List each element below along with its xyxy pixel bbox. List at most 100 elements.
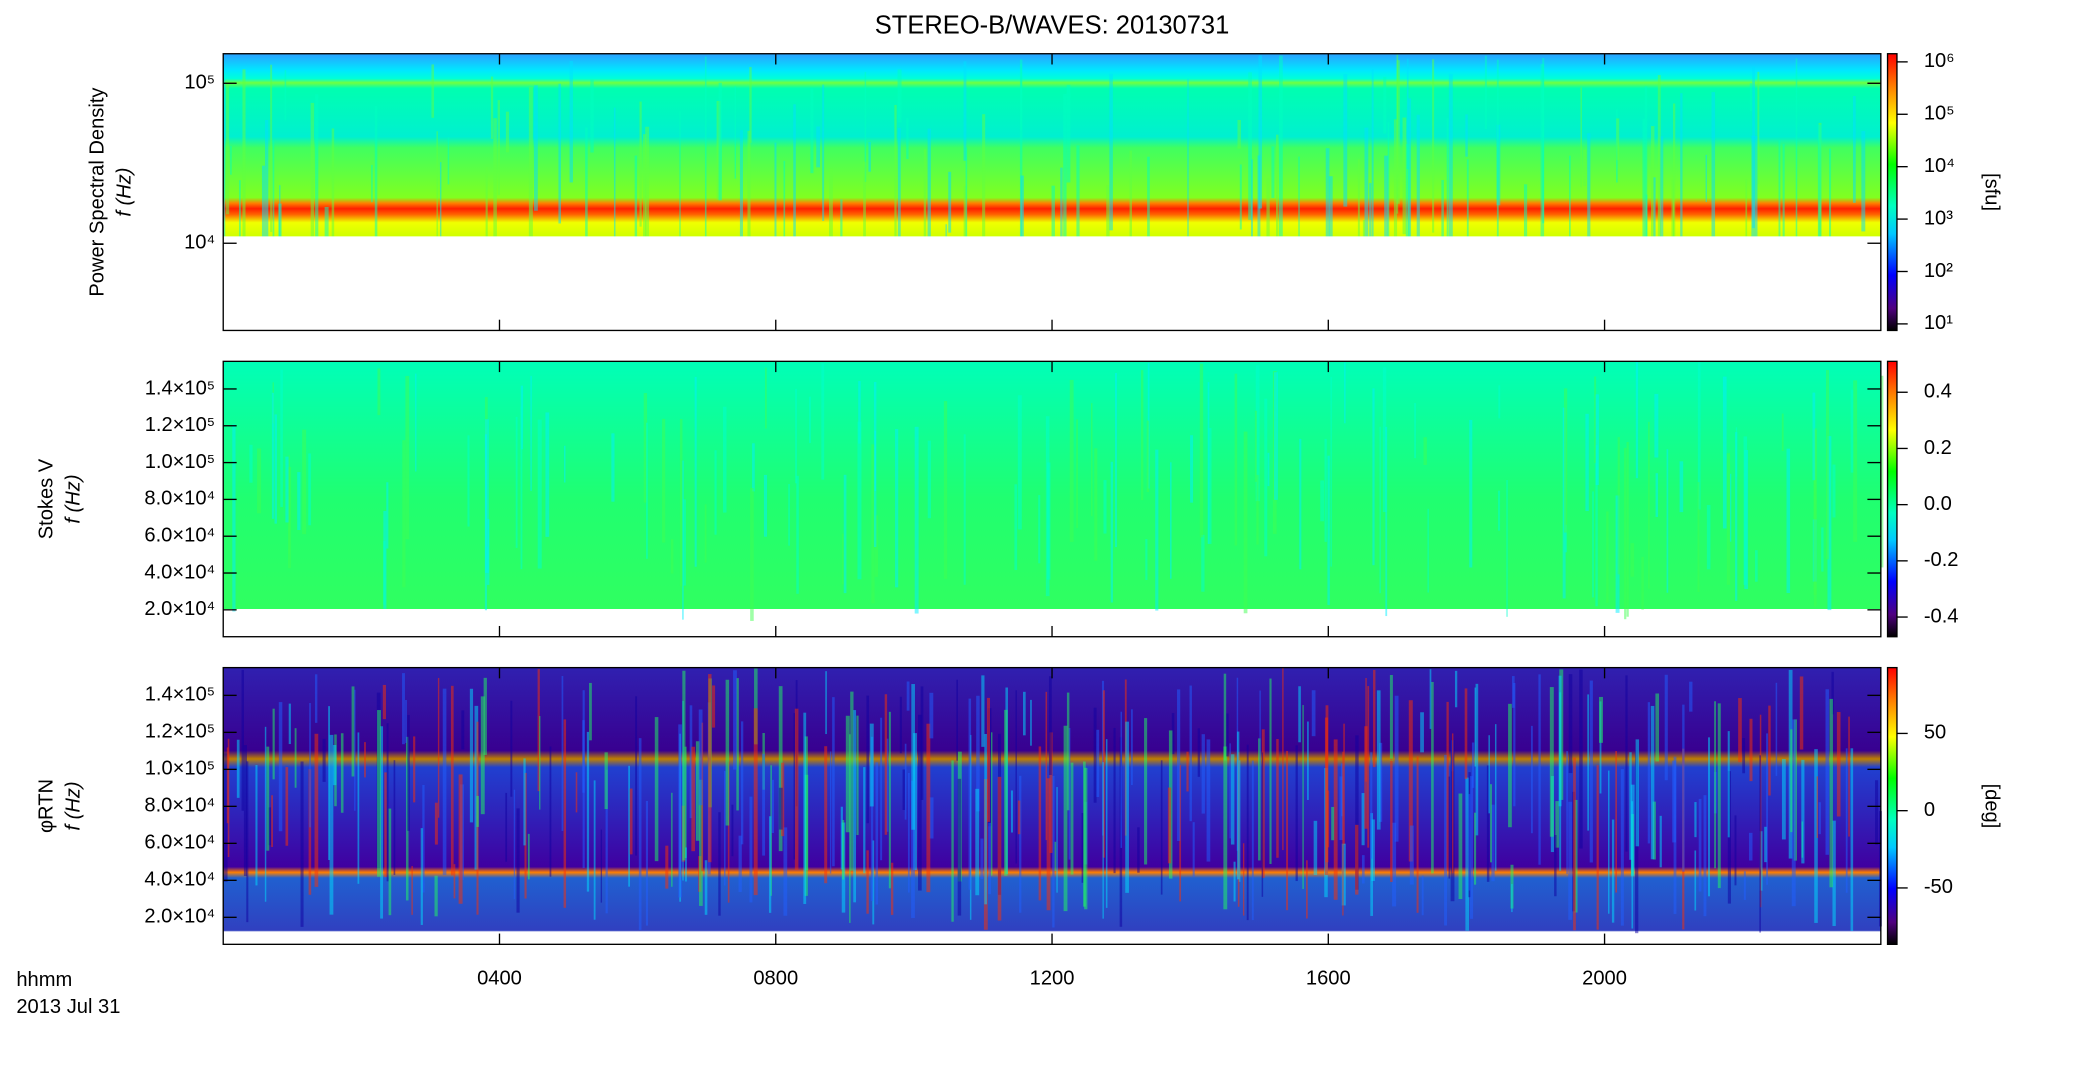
texture [1448,73,1453,257]
texture [1708,737,1711,897]
texture [485,166,488,265]
texture [1641,556,1644,610]
texture [1689,681,1693,712]
texture [1295,745,1298,882]
texture [698,709,703,806]
texture [718,812,721,916]
colorbar-tick-label: 10⁶ [1924,50,1955,72]
texture [708,674,712,863]
texture [1376,690,1381,830]
texture [643,393,648,503]
texture [1458,793,1463,900]
texture [980,838,984,880]
texture [285,767,289,846]
texture [1697,482,1700,593]
texture [645,126,650,257]
texture [843,474,847,594]
texture [1579,669,1583,849]
texture [480,696,485,815]
texture [725,679,730,826]
texture [340,733,344,813]
texture [1659,815,1662,868]
texture [1589,680,1593,863]
texture [1465,777,1470,931]
texture [357,732,360,884]
texture [437,677,440,818]
texture [829,168,833,254]
texture [679,111,681,251]
texture [1045,691,1048,841]
texture [351,686,355,777]
texture [1230,754,1235,845]
texture [371,164,373,203]
texture [1615,495,1620,613]
spectrogram-images [223,53,1884,945]
texture [1451,733,1454,874]
texture [1146,420,1150,493]
texture [738,835,742,892]
texture [712,685,716,728]
texture [255,764,258,886]
texture [1496,59,1499,246]
y-axis-label: f (Hz) [62,474,84,523]
texture [483,677,487,755]
texture [1242,843,1245,916]
texture [1735,427,1738,477]
texture [1596,765,1599,930]
texture [1344,362,1346,424]
texture [695,741,700,841]
texture [1020,64,1022,130]
texture [1432,59,1435,233]
texture [272,139,275,246]
x-axis-label: 2013 Jul 31 [16,996,120,1018]
texture [1611,819,1615,923]
texture [1574,799,1578,913]
texture [469,688,474,823]
texture [278,702,283,832]
texture [1768,705,1771,796]
texture [718,82,722,201]
texture [1131,709,1133,786]
texture [1490,784,1492,863]
texture [1558,675,1562,807]
texture [1233,861,1236,902]
texture [752,443,755,492]
texture [1848,716,1850,837]
texture [1408,700,1413,862]
texture [600,829,603,903]
texture [1471,742,1475,788]
texture [963,61,967,161]
texture [1743,436,1748,585]
texture [1255,365,1260,502]
x-tick-label: 1200 [1030,968,1075,990]
texture [853,710,857,903]
texture [1330,377,1332,567]
texture [1832,464,1836,518]
texture [747,130,751,259]
texture [1113,727,1116,874]
texture [593,780,596,920]
texture [1650,705,1655,860]
texture [871,444,875,604]
texture [1261,752,1264,897]
y-tick-label: 8.0×10⁴ [144,795,215,817]
texture [537,668,540,792]
texture [1587,694,1590,831]
texture [300,761,304,927]
texture [1167,787,1172,864]
texture [1125,721,1129,893]
texture [374,105,378,239]
texture [558,83,561,224]
texture [1109,73,1113,231]
texture [377,710,381,877]
colorbar [1886,360,1898,638]
texture [604,752,608,810]
texture [1573,757,1576,931]
texture [1234,373,1238,546]
texture [1635,361,1639,479]
texture [1379,742,1383,822]
texture [1355,735,1359,890]
texture [1307,721,1309,800]
texture [322,738,326,782]
texture [963,185,967,242]
